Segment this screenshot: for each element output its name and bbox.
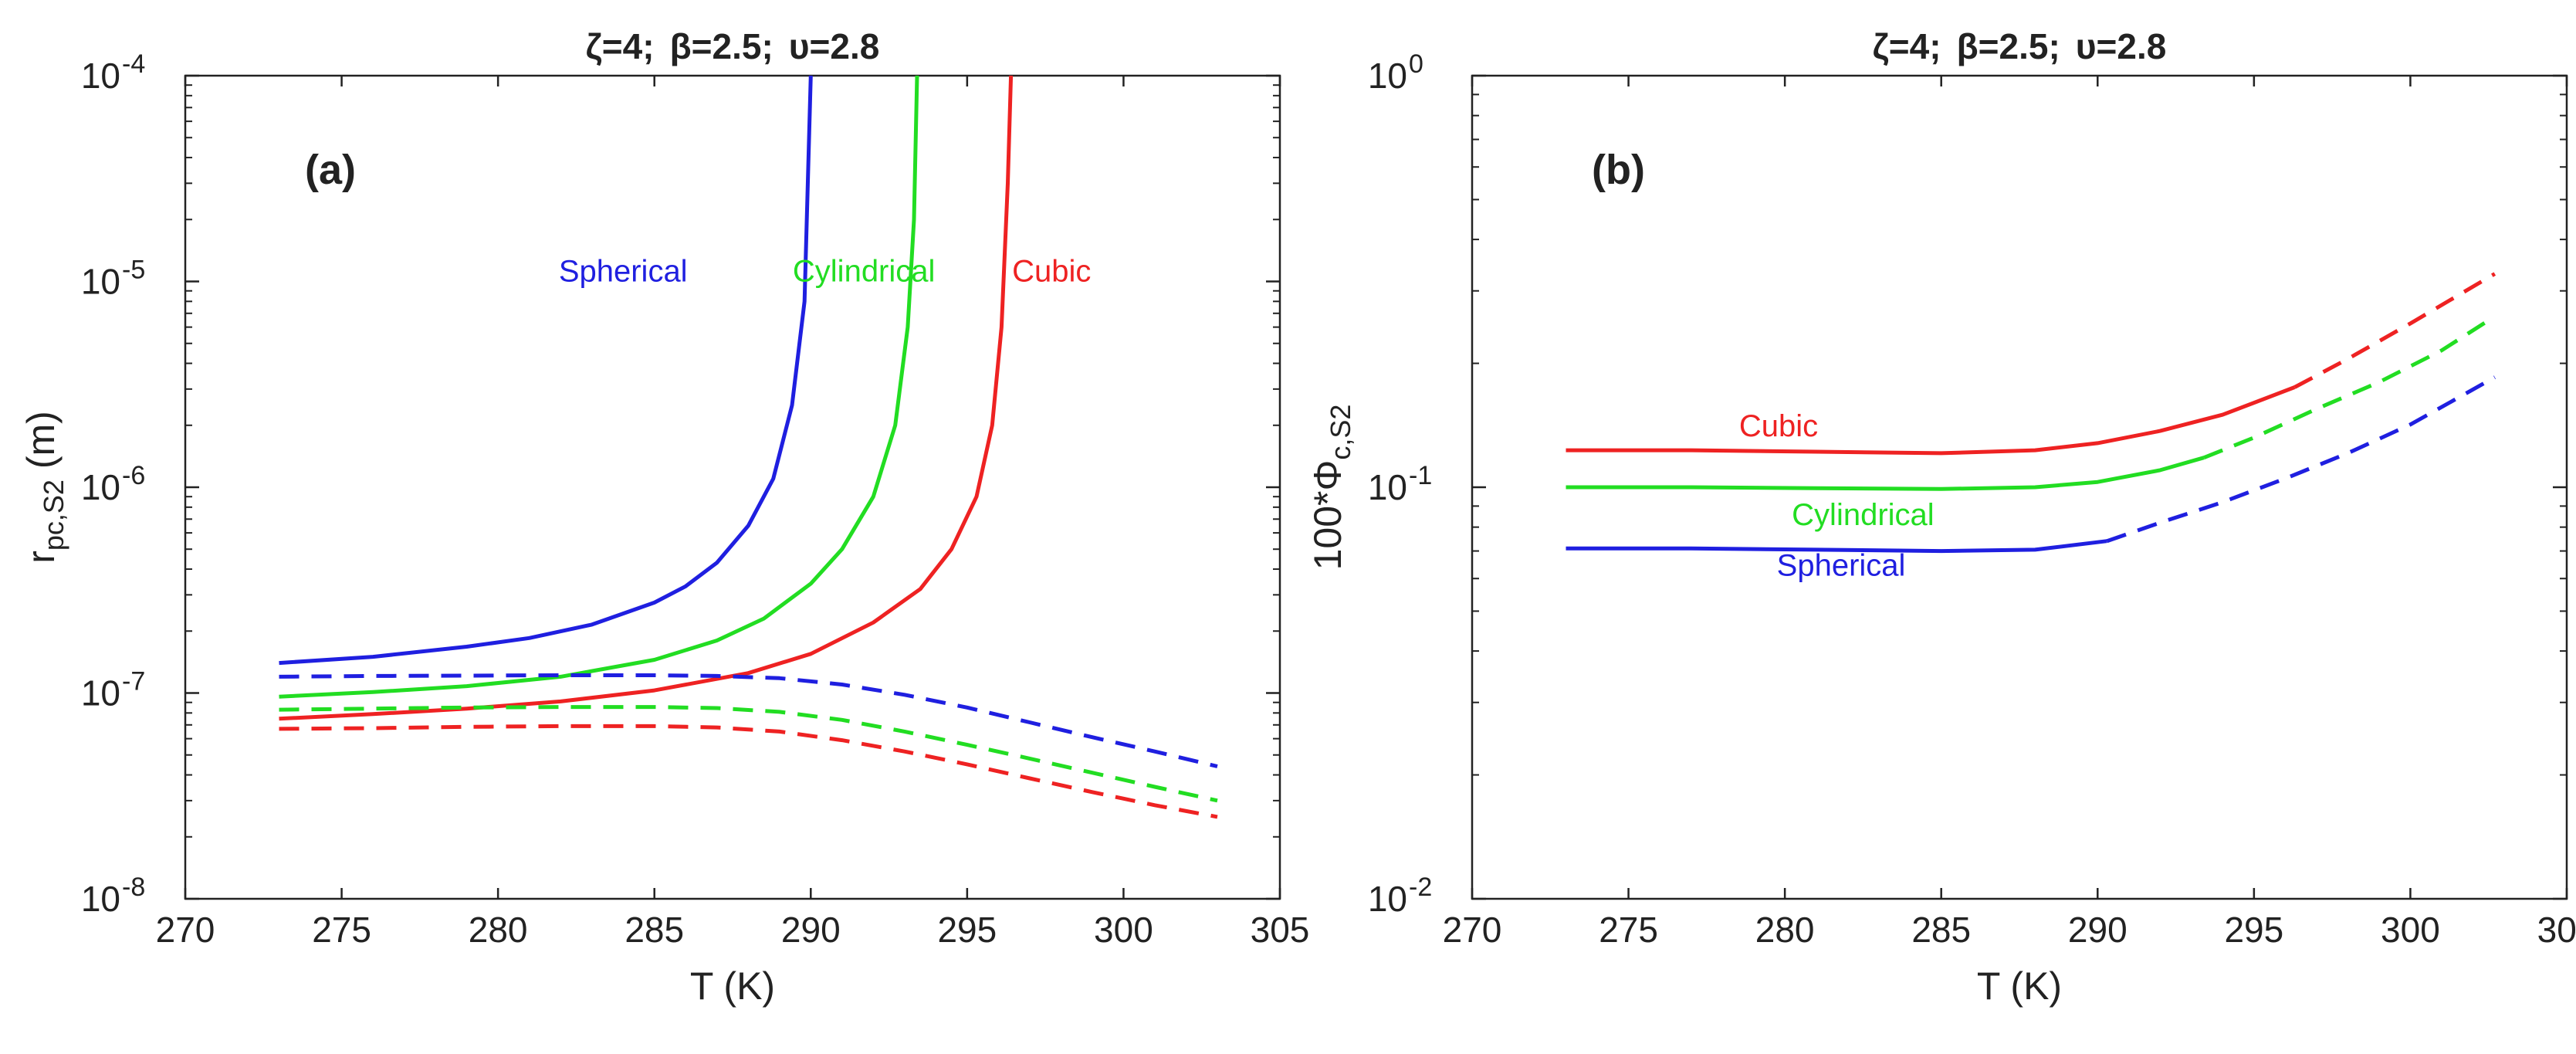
chart-title: ζ=4; β=2.5; υ=2.8 — [586, 26, 880, 66]
x-axis-label: T (K) — [690, 964, 775, 1008]
series-line-cubic-dashed — [2293, 272, 2496, 389]
x-tick-label: 285 — [625, 910, 684, 950]
x-tick-label: 290 — [2068, 910, 2127, 950]
series-line-spherical-dashed — [279, 673, 1218, 768]
y-tick-label: 10 — [81, 56, 120, 96]
y-tick-exponent: 0 — [1409, 49, 1423, 79]
y-tick-exponent: -6 — [122, 461, 145, 490]
y-tick-label: 10 — [1368, 467, 1407, 507]
chart-title-part: ζ=4; — [586, 26, 655, 66]
y-axis-label-subscript: c,S2 — [1325, 405, 1356, 460]
panel-label: (a) — [305, 147, 356, 193]
y-tick-base: 10 — [81, 673, 120, 713]
chart-title: ζ=4; β=2.5; υ=2.8 — [1873, 26, 2167, 66]
y-axis-label-subscript: pc,S2 — [38, 480, 69, 551]
series-label-spherical: Spherical — [1777, 548, 1906, 582]
series-line-cylindrical-solid — [1566, 456, 2205, 491]
series-line-cubic-solid — [279, 75, 1014, 721]
x-axis-label: T (K) — [1977, 964, 2062, 1008]
series-line-spherical-solid — [279, 75, 813, 666]
y-tick-exponent: -7 — [122, 667, 145, 696]
y-axis-label: rpc,S2 (m) — [19, 411, 69, 564]
chart-title-part: υ=2.8 — [2076, 26, 2167, 66]
x-tick-label: 280 — [1755, 910, 1815, 950]
plot-area-frame — [184, 74, 1281, 900]
series-label-cubic: Cubic — [1739, 409, 1818, 443]
x-tick-label: 290 — [781, 910, 841, 950]
y-tick-base: 10 — [1368, 879, 1407, 919]
y-tick-exponent: -2 — [1409, 873, 1432, 902]
x-tick-label: 270 — [156, 910, 215, 950]
x-tick-label: 275 — [1599, 910, 1658, 950]
y-tick-label: 10 — [1368, 56, 1407, 96]
y-tick-label: 10 — [81, 467, 120, 507]
x-tick-label: 270 — [1443, 910, 1502, 950]
series-line-spherical-dashed — [2106, 375, 2496, 544]
series-line-cubic-dashed — [279, 724, 1218, 819]
y-tick-base: 10 — [1368, 56, 1407, 96]
x-tick-label: 285 — [1911, 910, 1971, 950]
y-axis-label-main: 100*Φ — [1306, 460, 1349, 571]
y-axis-label-unit: (m) — [19, 411, 63, 480]
y-tick-label: 10 — [1368, 879, 1407, 919]
x-tick-label: 305 — [1251, 910, 1310, 950]
x-tick-label: 275 — [312, 910, 371, 950]
y-tick-label: 10 — [81, 262, 120, 302]
x-tick-label: 280 — [469, 910, 528, 950]
series-label-cylindrical: Cylindrical — [793, 255, 936, 289]
y-tick-exponent: -8 — [122, 873, 145, 902]
chart-title-part: β=2.5; — [1957, 26, 2060, 66]
y-tick-base: 10 — [81, 56, 120, 96]
chart-title-part: υ=2.8 — [789, 26, 880, 66]
y-tick-base: 10 — [1368, 467, 1407, 507]
series-label-spherical: Spherical — [559, 255, 688, 289]
y-tick-exponent: -5 — [122, 256, 145, 285]
y-tick-exponent: -1 — [1409, 461, 1432, 490]
x-tick-label: 305 — [2537, 910, 2576, 950]
panel-label: (b) — [1592, 147, 1645, 193]
x-tick-label: 300 — [1094, 910, 1153, 950]
x-tick-label: 295 — [2224, 910, 2283, 950]
y-tick-base: 10 — [81, 879, 120, 919]
series-label-cylindrical: Cylindrical — [1792, 498, 1935, 532]
y-tick-base: 10 — [81, 262, 120, 302]
x-tick-label: 300 — [2381, 910, 2440, 950]
series-line-spherical-solid — [1566, 539, 2107, 554]
y-axis-label-main: r — [19, 551, 63, 564]
series-line-cylindrical-dashed — [2203, 314, 2496, 460]
chart-title-part: β=2.5; — [670, 26, 773, 66]
series-line-cylindrical-solid — [279, 75, 919, 699]
y-axis-label: 100*Φc,S2 — [1306, 405, 1356, 571]
y-tick-label: 10 — [81, 673, 120, 713]
series-label-cubic: Cubic — [1012, 255, 1091, 289]
chart-panel-a: 270 275 280 285 290 295 300 30510-810-710-610-5… — [19, 26, 1309, 1008]
y-tick-label: 10 — [81, 879, 120, 919]
y-tick-base: 10 — [81, 467, 120, 507]
series-line-cylindrical-dashed — [279, 705, 1218, 803]
series-line-cubic-solid — [1566, 385, 2296, 456]
y-tick-exponent: -4 — [122, 49, 145, 79]
x-tick-label: 295 — [937, 910, 997, 950]
chart-title-part: ζ=4; — [1873, 26, 1941, 66]
